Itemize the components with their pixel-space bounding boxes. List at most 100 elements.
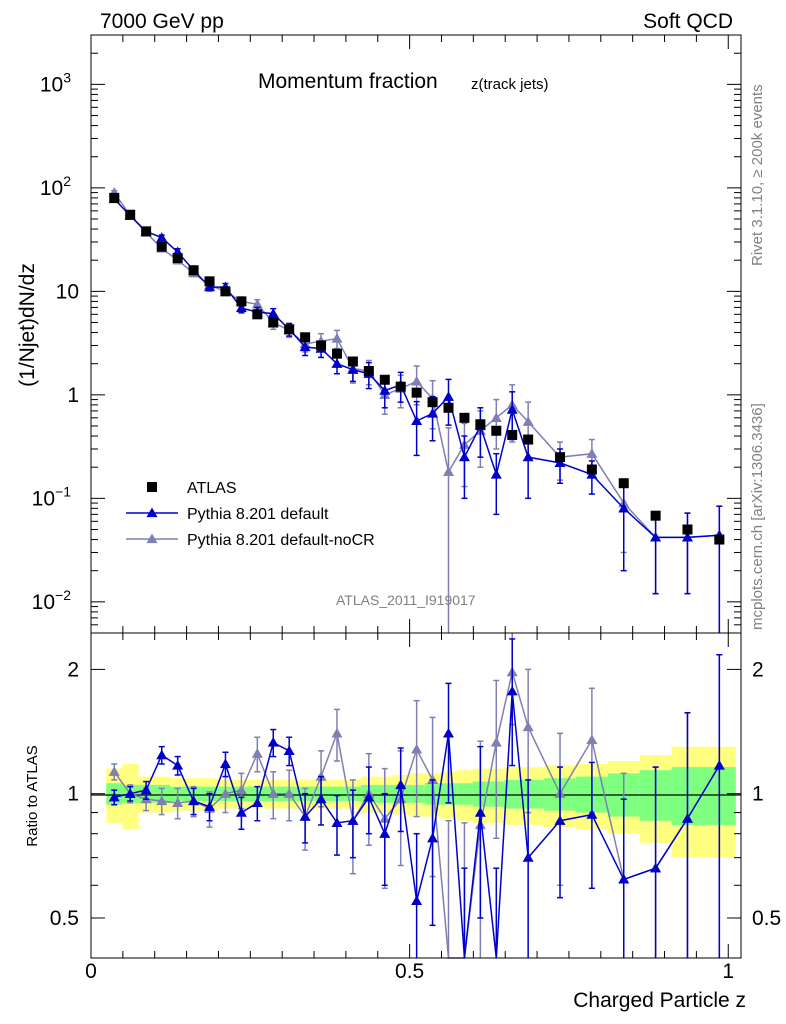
data-point bbox=[284, 324, 295, 335]
ratio-data-point bbox=[443, 727, 454, 738]
ratio-axis-ticks: 2 2 1 1 0.5 0.5 0 0.5 1 bbox=[50, 633, 781, 983]
main-y-tick-label: 102 bbox=[40, 173, 71, 200]
ratio-data-point bbox=[299, 811, 311, 821]
data-point bbox=[156, 232, 168, 242]
ratio-data-point bbox=[522, 852, 534, 862]
default-series bbox=[108, 193, 725, 633]
ratio-data-point bbox=[172, 760, 184, 770]
ratio-data-point bbox=[267, 737, 279, 747]
ratio-uncertainty-bands bbox=[106, 746, 736, 858]
data-point bbox=[125, 209, 136, 220]
data-point bbox=[204, 281, 216, 292]
data-point bbox=[554, 457, 566, 468]
ratio-data-point bbox=[681, 813, 693, 823]
data-point bbox=[427, 408, 439, 418]
main-series-layer bbox=[108, 187, 725, 633]
main-y-tick-label: 1 bbox=[67, 384, 79, 407]
ratio-data-point bbox=[172, 797, 184, 808]
data-point bbox=[427, 397, 438, 408]
legend-marker bbox=[146, 533, 158, 544]
ratio-y-tick-label: 1 bbox=[67, 783, 79, 806]
data-point bbox=[443, 402, 454, 413]
rivet-version-label: Rivet 3.1.10, ≥ 200k events bbox=[749, 84, 766, 266]
data-point bbox=[490, 412, 502, 422]
data-point bbox=[523, 434, 534, 445]
ratio-y-tick-label: 0.5 bbox=[50, 907, 79, 930]
data-point bbox=[411, 415, 423, 426]
data-point bbox=[555, 452, 566, 463]
data-point bbox=[109, 192, 120, 203]
data-point bbox=[411, 375, 423, 386]
ratio-data-point bbox=[219, 758, 231, 769]
main-y-tick-label: 10−1 bbox=[32, 483, 72, 510]
ratio-series-layer bbox=[108, 633, 725, 959]
data-point bbox=[491, 425, 502, 436]
data-point bbox=[618, 478, 629, 489]
ratio-data-point bbox=[188, 795, 200, 806]
data-point bbox=[156, 241, 167, 252]
ratio-data-point bbox=[283, 788, 295, 798]
ratio-plot-frame bbox=[90, 632, 742, 959]
ratio-data-point bbox=[140, 784, 152, 795]
x-tick-label: 0 bbox=[85, 960, 97, 983]
ratio-data-point bbox=[474, 807, 486, 817]
data-point bbox=[650, 510, 661, 521]
ratio-data-point bbox=[586, 734, 598, 744]
data-point bbox=[347, 356, 358, 367]
ratio-y-tick-label-right: 1 bbox=[752, 783, 764, 806]
main-y-tick-label: 10−2 bbox=[32, 587, 72, 614]
data-point bbox=[267, 308, 279, 318]
data-point bbox=[220, 286, 231, 297]
ratio-data-point bbox=[586, 809, 598, 819]
data-point bbox=[490, 469, 502, 479]
data-point bbox=[506, 404, 518, 414]
data-point bbox=[681, 531, 693, 542]
legend: ATLAS Pythia 8.201 default Pythia 8.201 de… bbox=[126, 480, 375, 549]
main-y-axis-label: (1/Njet)dN/dz bbox=[16, 263, 39, 387]
data-point bbox=[522, 416, 534, 426]
main-y-tick-label: 10 bbox=[56, 280, 79, 303]
ratio-data-point bbox=[379, 828, 391, 838]
data-point bbox=[316, 340, 327, 351]
ratio-data-point bbox=[713, 760, 725, 770]
data-point bbox=[507, 429, 518, 440]
ratio-data-point bbox=[347, 815, 359, 825]
data-point bbox=[714, 534, 725, 545]
ratio-inner-band bbox=[456, 783, 474, 805]
ratio-data-point bbox=[251, 748, 263, 758]
ratio-data-point bbox=[219, 788, 231, 798]
data-point bbox=[268, 317, 279, 328]
chart-title: Momentum fraction bbox=[258, 70, 438, 93]
ratio-data-point bbox=[283, 745, 295, 755]
data-point bbox=[172, 253, 183, 264]
ratio-data-point bbox=[331, 727, 343, 738]
data-point bbox=[235, 302, 247, 313]
header-category-label: Soft QCD bbox=[643, 10, 733, 33]
data-point bbox=[299, 341, 311, 352]
ratio-data-point bbox=[522, 721, 534, 732]
data-point bbox=[331, 333, 343, 343]
x-tick-label: 1 bbox=[722, 960, 734, 983]
data-point bbox=[586, 464, 597, 475]
ratio-inner-band bbox=[520, 779, 545, 809]
ratio-data-point bbox=[108, 766, 120, 776]
ratio-data-point bbox=[490, 737, 502, 747]
data-point bbox=[395, 381, 406, 392]
ratio-data-point bbox=[204, 801, 216, 811]
data-point bbox=[331, 348, 342, 359]
legend-label: ATLAS bbox=[187, 480, 237, 497]
ratio-data-point bbox=[650, 862, 662, 873]
data-point bbox=[586, 448, 598, 458]
ratio-data-point bbox=[395, 779, 407, 790]
ratio-plot-panel: 2 2 1 1 0.5 0.5 0 0.5 1 Ratio to ATLAS Charged P… bbox=[24, 632, 781, 1012]
ratio-data-point bbox=[427, 832, 439, 843]
chart-title-subscript: z(track jets) bbox=[471, 76, 549, 93]
atlas-series bbox=[109, 192, 725, 545]
data-point bbox=[347, 364, 359, 374]
ratio-y-tick-label: 2 bbox=[67, 658, 79, 681]
data-point bbox=[443, 391, 454, 401]
ratio-data-point bbox=[235, 807, 247, 817]
data-point bbox=[379, 385, 391, 395]
ratio-data-point bbox=[618, 873, 630, 884]
